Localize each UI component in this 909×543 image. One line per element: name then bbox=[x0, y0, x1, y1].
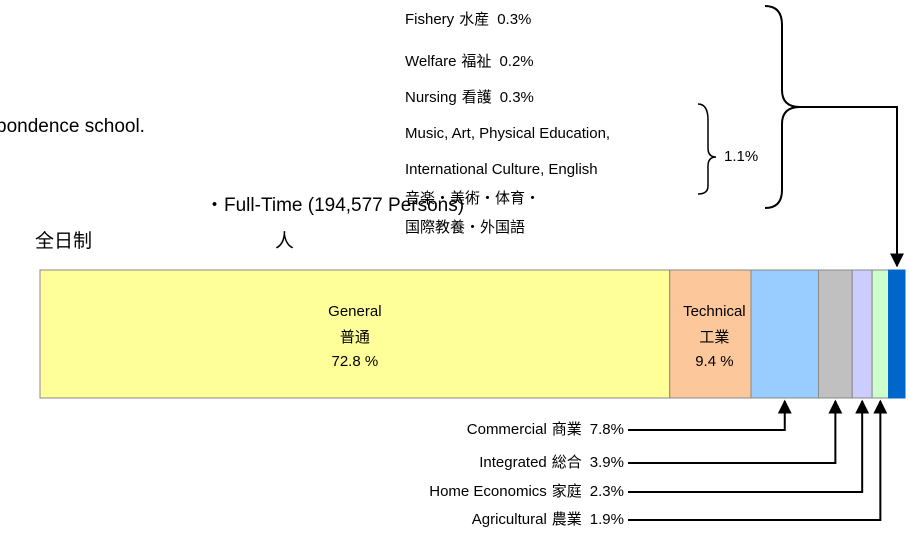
label-name-ja: 家庭 bbox=[552, 483, 582, 500]
value-label: 72.8 % bbox=[332, 353, 379, 370]
leader-line bbox=[628, 399, 843, 464]
leader-line bbox=[800, 106, 904, 268]
callout-label: Home Economics 家庭 2.3% bbox=[429, 483, 624, 500]
brace bbox=[697, 103, 717, 195]
value-label: 1.1% bbox=[724, 148, 758, 165]
label-name-ja: 総合 bbox=[552, 454, 582, 471]
unit-label: 人 bbox=[275, 230, 294, 252]
bar-segment bbox=[894, 269, 906, 399]
value-label: 3.9% bbox=[590, 454, 624, 471]
bar-segment bbox=[851, 269, 873, 399]
label-name: Commercial bbox=[467, 421, 547, 438]
segment-label: 普通 bbox=[340, 329, 370, 346]
value-label: 0.3% bbox=[497, 11, 531, 28]
value-label: 2.3% bbox=[590, 483, 624, 500]
bar-segment bbox=[871, 269, 890, 399]
bar-segment bbox=[818, 269, 853, 399]
note: pondence school. bbox=[0, 116, 145, 137]
label-name-ja: 水産 bbox=[459, 11, 489, 28]
callout-label: Music, Art, Physical Education, bbox=[405, 125, 610, 142]
leader-line bbox=[628, 399, 888, 521]
segment-label: 工業 bbox=[699, 329, 729, 346]
leader-line bbox=[628, 399, 792, 431]
chart-title: ・Full-Time (194,577 Persons) bbox=[205, 195, 464, 216]
callout-label: Welfare 福祉 0.2% bbox=[405, 53, 534, 70]
label-name: Agricultural bbox=[472, 511, 547, 528]
bar-segment bbox=[669, 269, 752, 399]
label-name-ja: 商業 bbox=[552, 421, 582, 438]
label-name: Nursing bbox=[405, 89, 457, 106]
label-name: Fishery bbox=[405, 11, 455, 28]
label-name-ja: 看護 bbox=[462, 89, 492, 106]
callout-label: Commercial 商業 7.8% bbox=[467, 421, 624, 438]
subtitle: 全日制 bbox=[35, 230, 92, 252]
callout-label: International Culture, English bbox=[405, 161, 598, 178]
callout-label: Nursing 看護 0.3% bbox=[405, 89, 534, 106]
segment-label: Technical bbox=[683, 303, 746, 320]
label-name: Integrated bbox=[479, 454, 547, 471]
value-label: 7.8% bbox=[590, 421, 624, 438]
callout-label: Agricultural 農業 1.9% bbox=[472, 511, 624, 528]
value-label: 0.2% bbox=[499, 53, 533, 70]
value-label: 1.9% bbox=[590, 511, 624, 528]
callout-label: Integrated 総合 3.9% bbox=[479, 454, 624, 471]
brace bbox=[764, 5, 801, 209]
value-label: 9.4 % bbox=[695, 353, 733, 370]
callout-label: Fishery 水産 0.3% bbox=[405, 11, 531, 28]
segment-label: General bbox=[328, 303, 381, 320]
label-name: Welfare bbox=[405, 53, 456, 70]
callout-label: 音楽・美術・体育・ bbox=[405, 190, 540, 207]
label-name-ja: 福祉 bbox=[461, 53, 491, 70]
leader-line bbox=[628, 399, 870, 493]
callout-label: 国際教養・外国語 bbox=[405, 219, 525, 236]
label-name: Home Economics bbox=[429, 483, 547, 500]
value-label: 0.3% bbox=[500, 89, 534, 106]
bar-segment bbox=[750, 269, 820, 399]
label-name-ja: 農業 bbox=[552, 511, 582, 528]
